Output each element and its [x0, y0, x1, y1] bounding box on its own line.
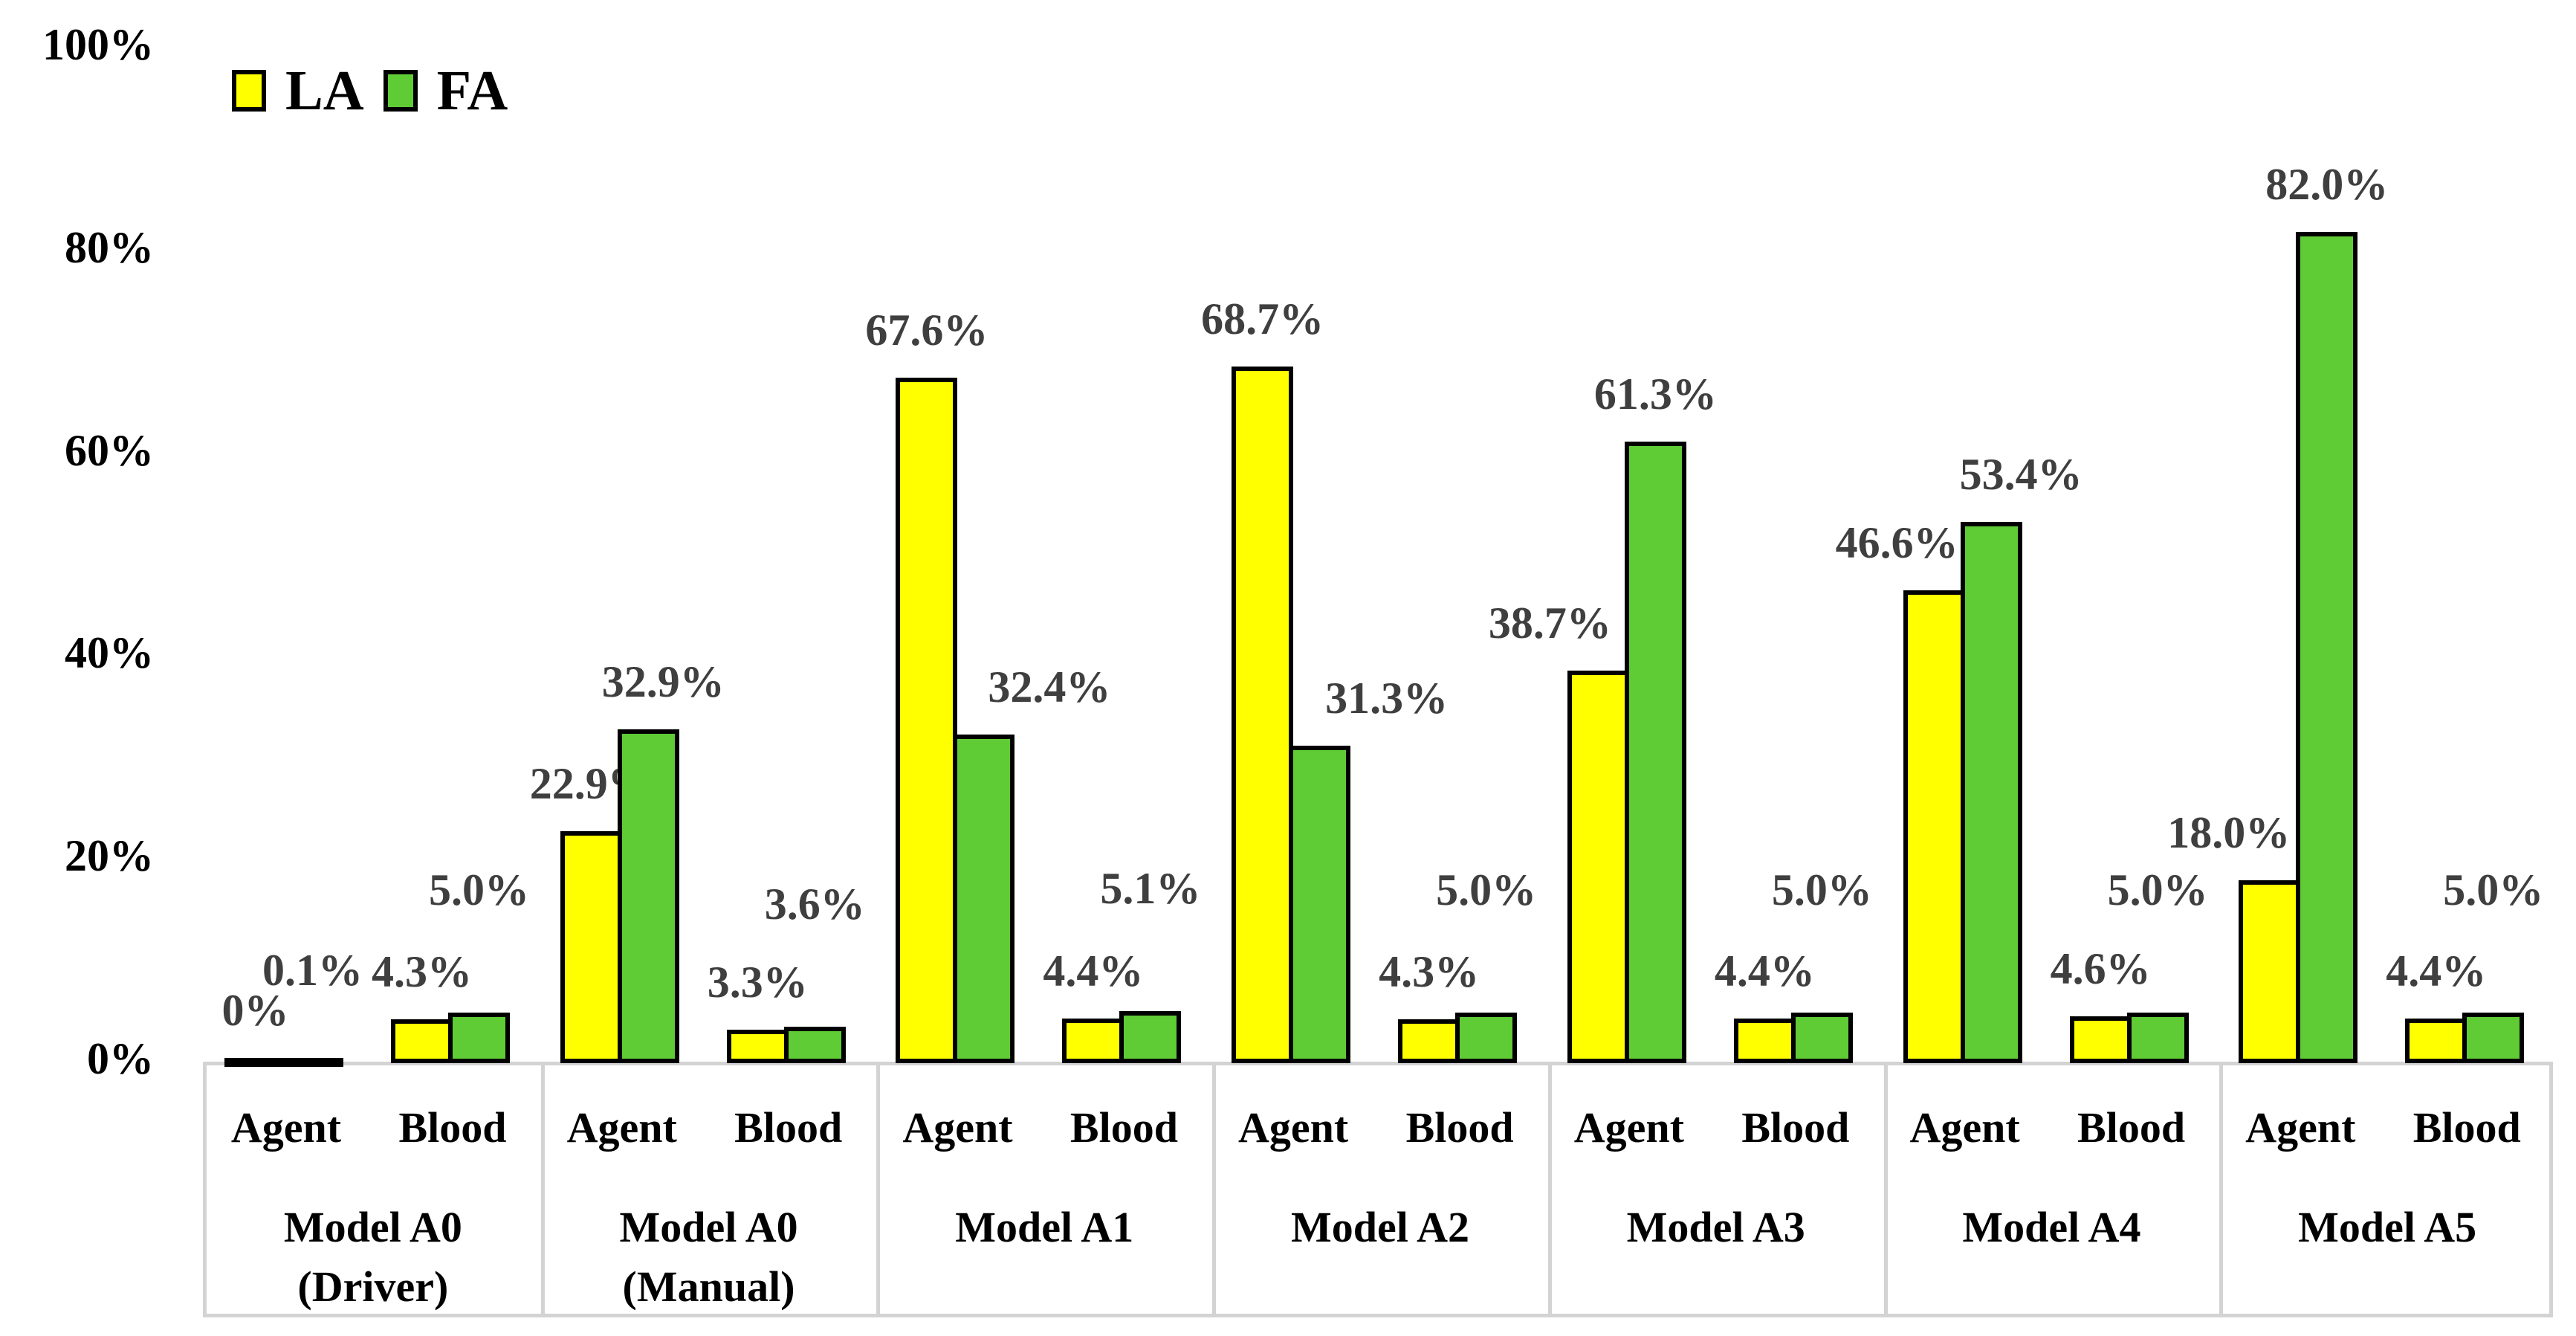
subcategory-label-agent: Agent — [902, 1103, 1013, 1152]
model-label-model-a0-driver-: Model A0 (Driver) — [283, 1203, 462, 1311]
data-label-model-a3-agent-fa: 61.3% — [1593, 370, 1717, 419]
model-label-model-a0-manual-: Model A0 (Manual) — [619, 1203, 798, 1311]
data-label-model-a0-driver--blood-fa: 5.0% — [429, 865, 529, 914]
table-divider — [876, 1065, 881, 1314]
data-label-model-a3-blood-la: 4.4% — [1714, 946, 1815, 995]
subcategory-label-agent: Agent — [230, 1103, 342, 1152]
table-divider — [1212, 1065, 1217, 1314]
bar-model-a5-agent-la — [2239, 880, 2301, 1063]
data-label-model-a0-manual--blood-la: 3.3% — [707, 958, 808, 1007]
subcategory-label-agent: Agent — [566, 1103, 677, 1152]
data-label-model-a1-blood-fa: 5.1% — [1100, 864, 1201, 913]
data-label-model-a0-driver--agent-fa: 0.1% — [262, 946, 363, 995]
data-label-model-a4-agent-la: 46.6% — [1835, 518, 1958, 567]
data-label-model-a5-blood-la: 4.4% — [2386, 946, 2487, 995]
subcategory-label-agent: Agent — [1909, 1103, 2020, 1152]
data-label-model-a2-agent-la: 68.7% — [1201, 294, 1324, 343]
data-label-model-a5-blood-fa: 5.0% — [2443, 865, 2544, 914]
legend-label-fa: FA — [436, 59, 508, 122]
legend-swatch-fa — [383, 70, 418, 112]
subcategory-label-agent: Agent — [1238, 1103, 1349, 1152]
table-divider — [540, 1065, 545, 1314]
bar-model-a0-manual--blood-fa — [783, 1027, 846, 1063]
data-label-model-a5-agent-la: 18.0% — [2167, 808, 2291, 857]
bar-model-a0-manual--agent-la — [560, 831, 622, 1063]
subcategory-label-blood: Blood — [1405, 1103, 1514, 1152]
data-label-model-a2-blood-la: 4.3% — [1379, 947, 1480, 996]
category-axis-table: Agent Blood Model A0 (Driver) Agent Blood Mode… — [203, 1062, 2553, 1317]
data-label-model-a3-agent-la: 38.7% — [1488, 598, 1611, 648]
data-label-model-a1-agent-fa: 32.4% — [988, 662, 1111, 711]
bar-model-a0-manual--agent-fa — [617, 729, 679, 1063]
bar-model-a0-driver--blood-la — [391, 1019, 453, 1063]
bar-model-a4-agent-la — [1903, 590, 1965, 1063]
bar-model-a3-blood-la — [1733, 1019, 1796, 1063]
table-divider — [1883, 1065, 1888, 1314]
subcategory-label-blood: Blood — [2412, 1103, 2521, 1152]
subcategory-label-blood: Blood — [398, 1103, 507, 1152]
bar-model-a2-blood-la — [1398, 1019, 1460, 1063]
bar-model-a4-blood-fa — [2126, 1013, 2189, 1063]
bar-model-a0-driver--agent-la — [224, 1058, 286, 1067]
bar-model-a0-driver--blood-fa — [448, 1013, 510, 1063]
bar-model-a1-blood-la — [1062, 1019, 1124, 1063]
model-label-model-a3: Model A3 — [1626, 1203, 1805, 1251]
y-axis-label-0: 0% — [87, 1034, 154, 1083]
table-divider — [2219, 1065, 2224, 1314]
bar-model-a3-agent-fa — [1624, 442, 1686, 1063]
data-label-model-a0-manual--agent-fa: 32.9% — [601, 657, 725, 706]
data-label-model-a0-driver--agent-la: 0% — [221, 986, 289, 1035]
subcategory-label-agent: Agent — [2245, 1103, 2356, 1152]
data-label-model-a4-agent-fa: 53.4% — [1959, 450, 2083, 499]
data-label-model-a3-blood-fa: 5.0% — [1771, 865, 1872, 914]
y-axis-label-20: 20% — [65, 831, 154, 881]
bar-model-a5-blood-la — [2405, 1019, 2467, 1063]
data-label-model-a5-agent-fa: 82.0% — [2265, 160, 2389, 209]
data-label-model-a1-blood-la: 4.4% — [1043, 946, 1144, 995]
model-label-model-a1: Model A1 — [955, 1203, 1134, 1251]
table-divider — [1547, 1065, 1552, 1314]
bar-model-a0-manual--blood-la — [726, 1030, 789, 1063]
data-label-model-a4-blood-la: 4.6% — [2050, 944, 2151, 993]
model-label-model-a2: Model A2 — [1290, 1203, 1470, 1251]
bar-model-a4-blood-la — [2069, 1016, 2132, 1063]
subcategory-label-blood: Blood — [2077, 1103, 2186, 1152]
y-axis-label-60: 60% — [65, 425, 154, 475]
bar-model-a2-blood-fa — [1455, 1013, 1518, 1063]
data-label-model-a1-agent-la: 67.6% — [865, 306, 988, 355]
bar-model-a1-agent-fa — [953, 735, 1015, 1063]
bar-model-a1-agent-la — [896, 378, 958, 1063]
bar-model-a4-agent-fa — [1960, 522, 2022, 1063]
subcategory-label-blood: Blood — [734, 1103, 843, 1152]
subcategory-label-blood: Blood — [1741, 1103, 1850, 1152]
subcategory-label-blood: Blood — [1069, 1103, 1178, 1152]
bar-model-a2-agent-fa — [1289, 746, 1351, 1063]
bar-model-a1-blood-fa — [1119, 1011, 1182, 1063]
model-label-model-a4: Model A4 — [1962, 1203, 2141, 1251]
data-label-model-a0-driver--blood-la: 4.3% — [372, 947, 472, 996]
chart-legend: LA FA — [232, 62, 508, 119]
y-axis-label-40: 40% — [65, 628, 154, 678]
data-label-model-a2-agent-fa: 31.3% — [1325, 674, 1449, 723]
bar-model-a3-blood-fa — [1790, 1013, 1853, 1063]
bar-model-a3-agent-la — [1567, 671, 1629, 1063]
bar-model-a5-blood-fa — [2462, 1013, 2525, 1063]
y-axis-label-80: 80% — [65, 222, 154, 272]
subcategory-label-agent: Agent — [1573, 1103, 1684, 1152]
legend-swatch-la — [232, 70, 266, 112]
bar-model-a2-agent-la — [1232, 367, 1294, 1063]
bar-model-a5-agent-fa — [2296, 232, 2358, 1063]
data-label-model-a4-blood-fa: 5.0% — [2107, 865, 2208, 914]
legend-label-la: LA — [285, 59, 364, 122]
y-axis-label-100: 100% — [42, 20, 154, 69]
data-label-model-a2-blood-fa: 5.0% — [1436, 865, 1537, 914]
bar-model-a0-driver--agent-fa — [282, 1058, 343, 1067]
data-label-model-a0-manual--blood-fa: 3.6% — [764, 880, 865, 929]
model-label-model-a5: Model A5 — [2298, 1203, 2477, 1251]
